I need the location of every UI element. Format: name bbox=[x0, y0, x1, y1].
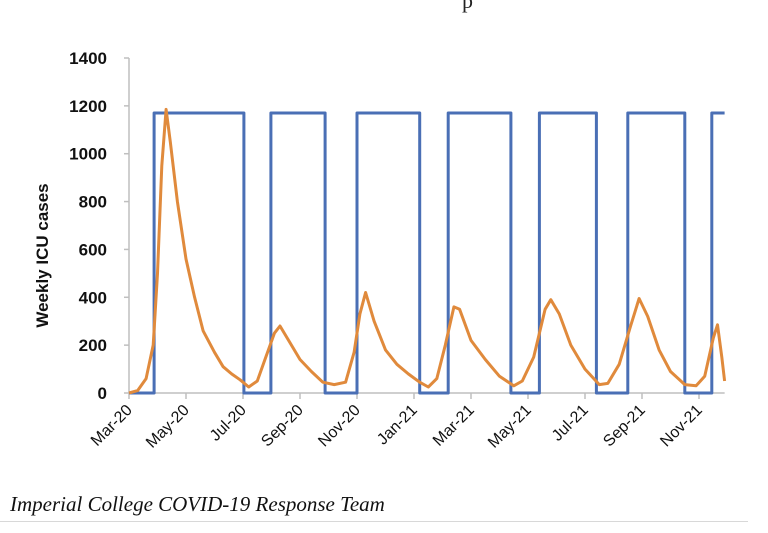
x-tick-label: Nov-20 bbox=[315, 402, 364, 451]
icu-cases-line bbox=[128, 107, 727, 395]
series bbox=[128, 107, 727, 395]
x-tick-label: Sep-20 bbox=[258, 402, 307, 451]
y-tick-label: 200 bbox=[79, 336, 107, 355]
cropped-heading-fragment: p bbox=[462, 0, 473, 13]
y-tick-label: 1000 bbox=[69, 145, 107, 164]
axes bbox=[124, 57, 725, 399]
y-tick-label: 0 bbox=[98, 384, 107, 403]
x-tick-label: May-21 bbox=[485, 402, 535, 452]
y-tick-label: 600 bbox=[79, 240, 107, 259]
x-tick-label: Sep-21 bbox=[600, 402, 649, 451]
x-tick-label: Mar-20 bbox=[88, 402, 136, 450]
icu-cases-chart: 0 200 400 600 800 1000 1200 1400 Mar-20 May-20 Jul… bbox=[33, 49, 727, 452]
y-tick-label: 400 bbox=[79, 288, 107, 307]
x-tick-label: Mar-21 bbox=[430, 402, 478, 450]
x-tick-label: Nov-21 bbox=[657, 402, 706, 451]
x-tick-label: Jul-20 bbox=[207, 402, 250, 445]
y-tick-label: 800 bbox=[79, 193, 107, 212]
divider bbox=[0, 521, 748, 522]
figure-caption: Imperial College COVID-19 Response Team bbox=[10, 492, 385, 516]
x-tick-label: Jan-21 bbox=[374, 402, 421, 449]
x-tick-label: May-20 bbox=[143, 402, 193, 452]
y-tick-label: 1400 bbox=[69, 49, 107, 68]
y-tick-label: 1200 bbox=[69, 97, 107, 116]
x-tick-label: Jul-21 bbox=[549, 402, 592, 445]
intervention-step-line bbox=[129, 111, 725, 395]
y-axis-title: Weekly ICU cases bbox=[33, 183, 52, 327]
